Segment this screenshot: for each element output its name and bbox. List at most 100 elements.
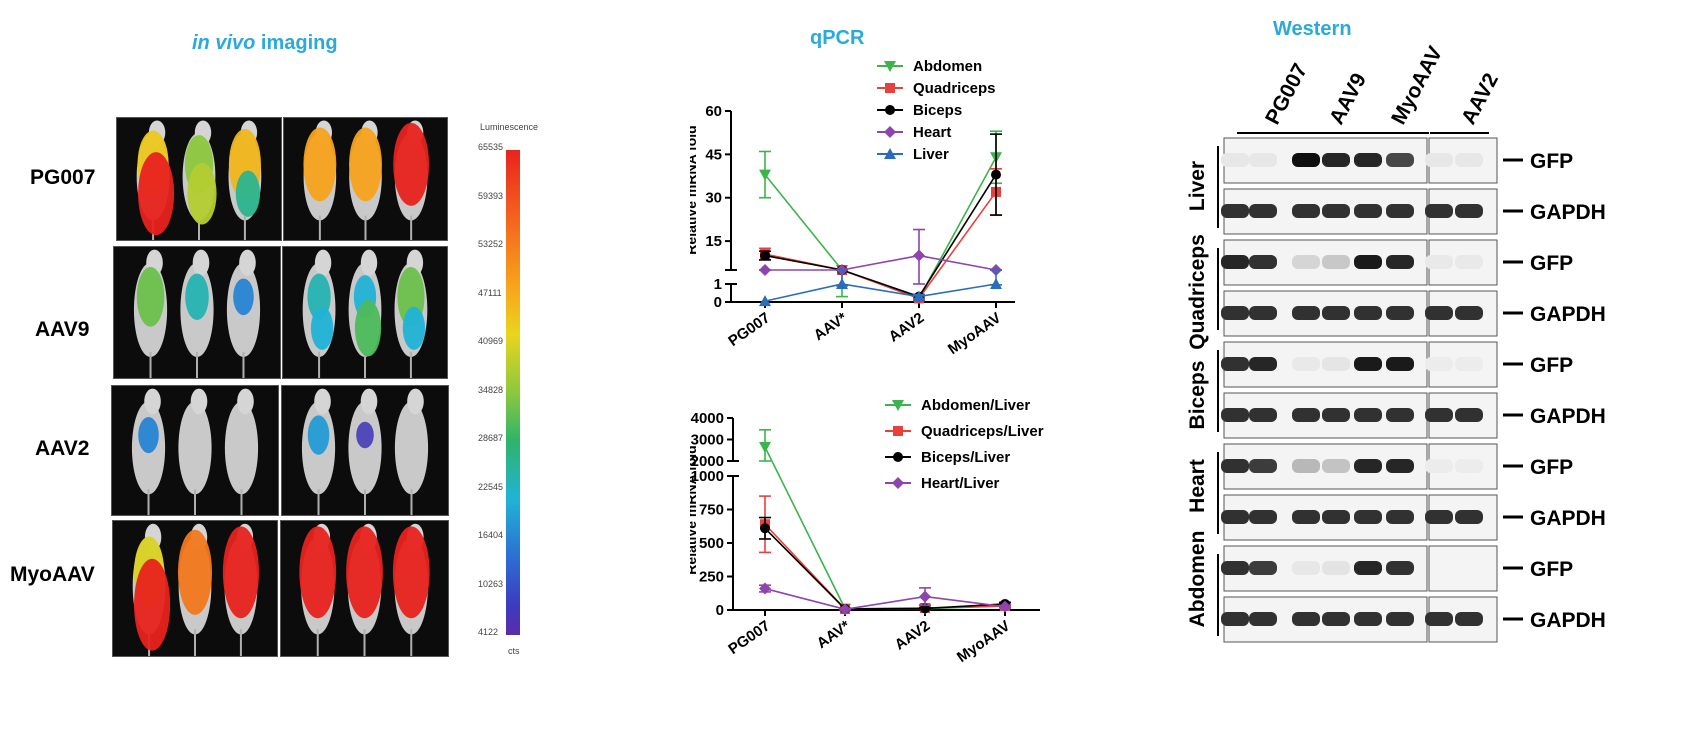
tissue-label-heart: Heart xyxy=(1186,459,1209,513)
luminescence-signal xyxy=(310,306,334,350)
data-point xyxy=(760,250,770,261)
y-tick-label: 0 xyxy=(716,602,724,619)
legend-marker xyxy=(884,61,896,72)
row-label-pg007: PG007 xyxy=(30,166,96,189)
scale-tick-label: 4122 xyxy=(478,627,499,637)
marker-label-gfp: GFP xyxy=(1530,150,1573,173)
row-label-myoaav: MyoAAV xyxy=(10,563,95,586)
western-panel: Western PG007 AAV9 MyoAAV AAV2 GFP GAPDH GFP GA… xyxy=(1186,0,1684,744)
series-line xyxy=(764,587,1006,611)
mouse-tail xyxy=(243,215,246,240)
blot-band xyxy=(1221,306,1249,320)
blot-band xyxy=(1221,408,1249,422)
blot-band xyxy=(1292,459,1320,473)
mouse-tail xyxy=(364,489,366,515)
mouse-head xyxy=(239,249,256,276)
luminescence-signal xyxy=(185,273,209,321)
data-point xyxy=(913,249,925,262)
blot-band xyxy=(1322,612,1350,626)
mouse-tail xyxy=(317,489,320,515)
series-line xyxy=(764,283,997,302)
blot-band xyxy=(1425,459,1453,473)
data-point xyxy=(913,290,925,302)
x-tick-label: AAV* xyxy=(814,617,854,652)
x-tick-label: PG007 xyxy=(725,617,773,658)
mouse-tail xyxy=(363,629,366,656)
data-point xyxy=(836,278,848,289)
luminescence-signal xyxy=(349,127,382,202)
blot-row-liver-gapdh: GAPDH xyxy=(1221,188,1606,235)
blot-band xyxy=(1455,459,1483,473)
blot-band xyxy=(1386,306,1414,320)
blot-band xyxy=(1425,510,1453,524)
mouse-tail xyxy=(318,215,321,240)
legend-label: Abdomen xyxy=(913,58,982,75)
blot-band xyxy=(1292,306,1320,320)
blot-band xyxy=(1292,153,1320,167)
legend-marker xyxy=(885,105,895,115)
blot-band xyxy=(1386,357,1414,371)
blot-band xyxy=(1354,459,1382,473)
blot-band xyxy=(1221,612,1249,626)
mouse-tail xyxy=(147,489,150,515)
tissue-label-biceps: Biceps xyxy=(1186,361,1209,430)
blot-band xyxy=(1292,357,1320,371)
mouse-head xyxy=(190,388,208,415)
y-tick-label: 3000 xyxy=(691,432,724,449)
luminescence-signal xyxy=(136,266,165,327)
marker-label-gapdh: GAPDH xyxy=(1530,609,1606,632)
tissue-label-quadriceps: Quadriceps xyxy=(1186,234,1209,350)
mouse-body xyxy=(178,401,212,495)
blot-band xyxy=(1322,408,1350,422)
blot-band xyxy=(1425,408,1453,422)
blot-band xyxy=(1292,408,1320,422)
series-heart-liver xyxy=(759,582,1011,616)
marker-label-gapdh: GAPDH xyxy=(1530,405,1606,428)
mouse-image-myoaav-2 xyxy=(280,520,449,657)
blot-band xyxy=(1354,153,1382,167)
mouse-tail xyxy=(194,489,196,515)
mouse-tail xyxy=(410,215,413,240)
blot-band xyxy=(1292,561,1320,575)
marker-label-gfp: GFP xyxy=(1530,252,1573,275)
blot-band xyxy=(1249,459,1277,473)
blot-band xyxy=(1425,306,1453,320)
blot-band xyxy=(1354,408,1382,422)
luminescence-signal xyxy=(402,306,426,350)
series-heart xyxy=(759,228,1002,285)
series-biceps xyxy=(759,133,1002,302)
mouse-image-aav2-2 xyxy=(281,385,449,516)
luminescence-signal xyxy=(392,526,430,619)
blot-band xyxy=(1221,510,1249,524)
mouse-tail xyxy=(410,629,413,656)
blot-row-abdomen-gapdh: GAPDH xyxy=(1221,596,1606,643)
mouse-head xyxy=(144,388,161,415)
series-line xyxy=(764,191,997,300)
y-tick-label: 15 xyxy=(705,233,722,250)
in-vivo-title: in vivo imaging xyxy=(192,32,338,55)
data-point xyxy=(759,264,771,276)
mouse-tail xyxy=(409,351,412,378)
blot-row-heart-gfp: GFP xyxy=(1221,443,1573,490)
blot-band xyxy=(1322,306,1350,320)
scale-tick-label: 47111 xyxy=(478,287,502,298)
blot-band xyxy=(1354,255,1382,269)
luminescence-signal xyxy=(138,416,159,454)
legend-label: Abdomen/Liver xyxy=(921,397,1030,414)
mouse-head xyxy=(314,388,331,415)
qpcr-title: qPCR xyxy=(810,27,865,49)
blot-band xyxy=(1425,357,1453,371)
legend-label: Quadriceps/Liver xyxy=(921,423,1044,440)
blot-band xyxy=(1249,561,1277,575)
blot-band xyxy=(1292,255,1320,269)
blot-band xyxy=(1354,510,1382,524)
marker-label-gfp: GFP xyxy=(1530,456,1573,479)
mouse-head xyxy=(192,249,210,276)
y-tick-label: 45 xyxy=(705,146,722,163)
in-vivo-imaging-panel: in vivo imaging PG007 AAV9 AAV2 MyoAAV L… xyxy=(0,0,620,744)
x-tick-label: AAV2 xyxy=(892,617,934,653)
blot-band xyxy=(1249,357,1277,371)
luminescence-signal xyxy=(346,526,383,619)
blot-band xyxy=(1221,153,1249,167)
legend-label: Heart/Liver xyxy=(921,475,1000,492)
